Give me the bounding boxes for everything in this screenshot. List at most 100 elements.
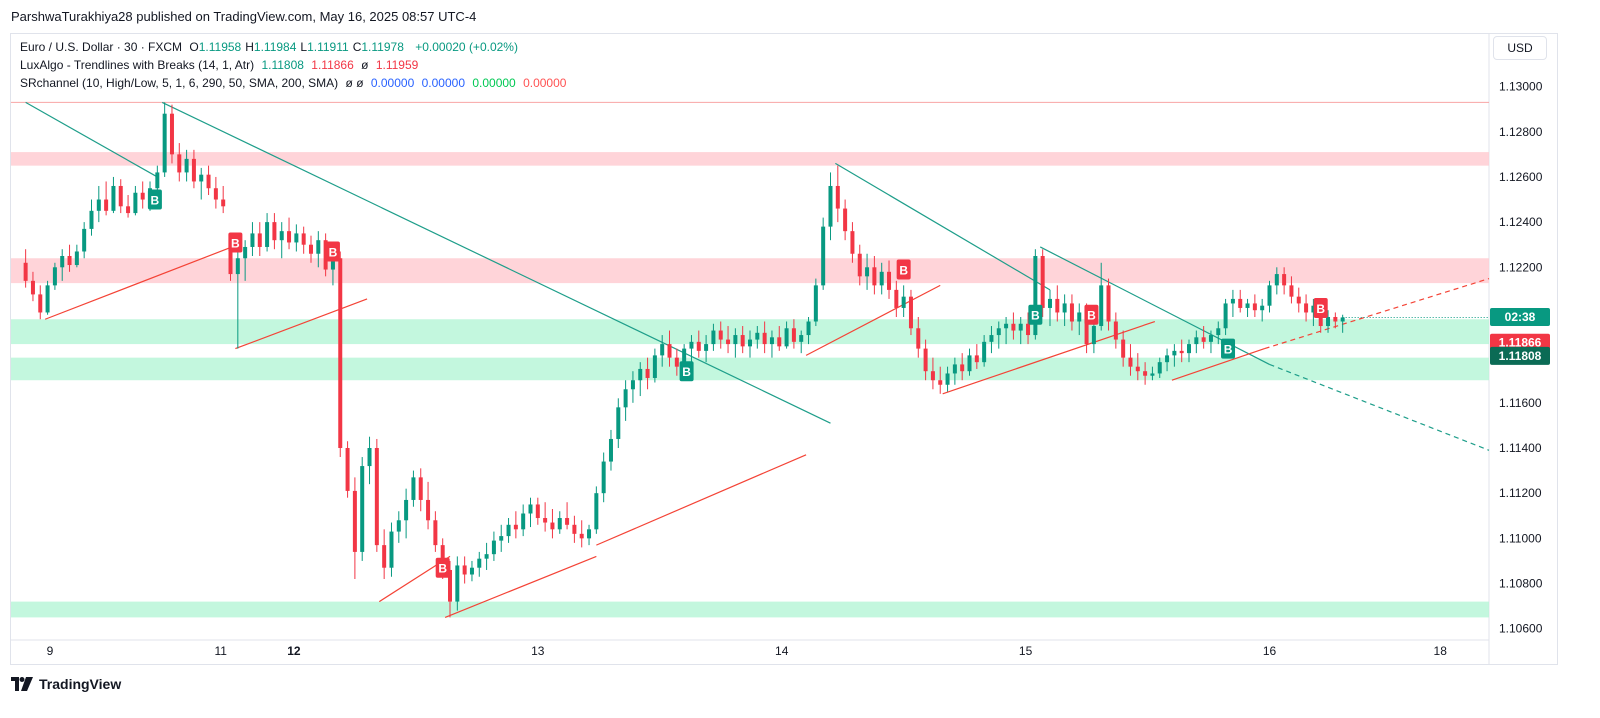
- x-tick-7: 18: [1434, 644, 1448, 658]
- candle-body-78: [594, 493, 599, 530]
- candle-body-42: [330, 258, 335, 270]
- candle-body-126: [945, 373, 950, 385]
- candle-body-79: [601, 461, 606, 494]
- y-tick-10: 1.11000: [1499, 531, 1542, 545]
- candle-body-7: [74, 251, 79, 266]
- candle-body-60: [462, 565, 467, 575]
- candle-body-74: [565, 518, 570, 525]
- candle-body-3: [45, 285, 50, 313]
- candle-body-13: [118, 185, 123, 207]
- candle-body-40: [316, 240, 321, 254]
- ohlc-key-h: H: [245, 40, 254, 54]
- candle-body-24: [199, 174, 204, 182]
- signal-badge-5: [896, 259, 911, 280]
- indicator-2-symbols: ø ø: [345, 76, 364, 90]
- signal-badge-7: [1084, 304, 1099, 325]
- candle-body-37: [294, 233, 299, 243]
- candle-body-76: [579, 533, 584, 539]
- ohlc-key-o: O: [189, 40, 199, 54]
- x-tick-1: 11: [215, 644, 228, 658]
- signal-badge-6: [1028, 304, 1043, 325]
- candle-body-26: [213, 188, 218, 200]
- legend-indicator-2[interactable]: SRchannel (10, High/Low, 5, 1, 6, 290, 5…: [20, 74, 570, 92]
- candle-body-123: [923, 348, 928, 372]
- candle-body-22: [184, 158, 189, 173]
- footer-brand-text: TradingView: [39, 676, 122, 692]
- candle-body-136: [1018, 323, 1023, 331]
- candle-body-66: [506, 524, 511, 537]
- candle-body-132: [989, 335, 994, 342]
- candle-body-29: [235, 258, 240, 275]
- currency-button[interactable]: USD: [1493, 36, 1547, 60]
- legend-indicator-1[interactable]: LuxAlgo - Trendlines with Breaks (14, 1,…: [20, 56, 570, 74]
- legend-symbol-row[interactable]: Euro / U.S. Dollar · 30 · FXCM O1.11958 H…: [20, 38, 570, 56]
- candle-body-80: [608, 438, 613, 462]
- signal-label-0: B: [151, 194, 160, 208]
- price-badge-label-1: 1.11866: [1499, 336, 1542, 350]
- signal-badge-2: [325, 241, 340, 262]
- candle-body-61: [469, 567, 474, 575]
- candle-body-164: [1223, 303, 1228, 329]
- trendline-12: [1171, 348, 1265, 381]
- ohlc-key-l: L: [300, 40, 308, 54]
- candle-body-180: [1340, 317, 1345, 322]
- candle-body-46: [360, 466, 365, 552]
- trendline-6: [235, 298, 368, 350]
- ohlc-values: O1.11958 H1.11984 L1.11911 C1.11978: [189, 40, 407, 54]
- candle-body-95: [718, 330, 723, 340]
- candle-body-23: [191, 158, 196, 182]
- y-tick-2: 1.12600: [1499, 170, 1543, 184]
- candle-body-87: [660, 344, 665, 356]
- legend: Euro / U.S. Dollar · 30 · FXCM O1.11958 H…: [20, 38, 570, 92]
- x-tick-5: 15: [1019, 644, 1033, 658]
- y-tick-3: 1.12400: [1499, 215, 1543, 229]
- candle-body-58: [448, 569, 453, 602]
- candle-body-65: [499, 536, 504, 541]
- candle-body-104: [784, 328, 789, 347]
- candle-body-25: [206, 174, 211, 189]
- x-tick-4: 14: [775, 644, 789, 658]
- signal-label-2: B: [329, 245, 338, 259]
- candle-body-117: [879, 271, 884, 286]
- candle-body-149: [1113, 321, 1118, 340]
- candle-body-106: [799, 335, 804, 342]
- candle-body-122: [916, 328, 921, 349]
- indicator-1-value-3: 1.11959: [375, 58, 419, 72]
- tradingview-logo-icon: [11, 677, 33, 691]
- candle-body-124: [930, 371, 935, 381]
- candle-body-137: [1026, 323, 1031, 336]
- candle-body-111: [835, 185, 840, 209]
- candle-body-81: [616, 407, 621, 439]
- candle-body-118: [887, 271, 892, 290]
- y-tick-12: 1.10600: [1499, 622, 1543, 636]
- indicator-2-value-4: 0.00000: [523, 76, 567, 90]
- candle-body-31: [250, 233, 255, 247]
- indicator-2-value-2: 0.00000: [421, 76, 465, 90]
- trendline-9: [596, 454, 807, 546]
- footer-brand[interactable]: TradingView: [11, 676, 121, 692]
- candle-body-15: [133, 192, 138, 214]
- candle-body-5: [60, 256, 65, 268]
- ohlc-value-h: 1.11984: [253, 40, 297, 54]
- signal-label-9: B: [1316, 302, 1325, 316]
- candle-body-67: [513, 524, 518, 530]
- candle-body-141: [1055, 298, 1060, 313]
- candle-body-63: [484, 554, 489, 559]
- signal-badge-4: [679, 361, 694, 382]
- candle-body-152: [1135, 366, 1140, 372]
- candle-body-2: [38, 294, 43, 313]
- trendline-2: [835, 162, 1051, 291]
- candle-body-166: [1238, 298, 1243, 308]
- trendline-1: [161, 101, 831, 424]
- sr-zone-0: [11, 152, 1489, 166]
- candle-body-30: [243, 246, 248, 259]
- candle-body-90: [682, 348, 687, 367]
- candle-body-167: [1245, 303, 1250, 308]
- candle-body-102: [769, 337, 774, 345]
- published-line: ParshwaTurakhiya28 published on TradingV…: [11, 9, 477, 24]
- candle-body-165: [1230, 298, 1235, 304]
- y-tick-9: 1.11200: [1499, 486, 1542, 500]
- candle-body-77: [587, 529, 592, 539]
- candle-body-12: [111, 185, 116, 211]
